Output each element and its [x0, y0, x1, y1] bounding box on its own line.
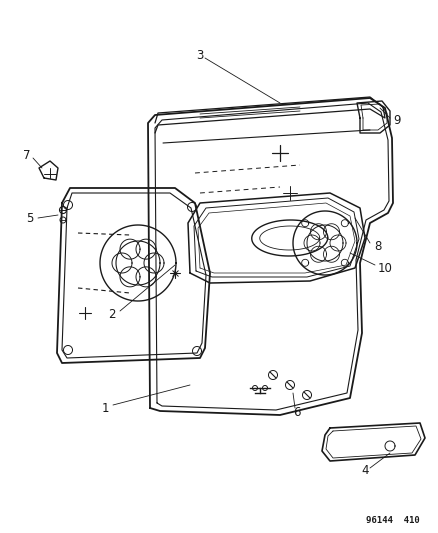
- Text: 6: 6: [293, 407, 300, 419]
- Text: 1: 1: [101, 401, 109, 415]
- Text: 5: 5: [26, 212, 34, 224]
- Text: 10: 10: [377, 262, 392, 274]
- Text: 9: 9: [392, 114, 399, 126]
- Text: 3: 3: [196, 49, 203, 61]
- Text: 96144  410: 96144 410: [365, 516, 419, 525]
- Text: 8: 8: [373, 239, 381, 253]
- Text: 4: 4: [360, 464, 368, 478]
- Text: 2: 2: [108, 309, 116, 321]
- Text: 7: 7: [23, 149, 31, 161]
